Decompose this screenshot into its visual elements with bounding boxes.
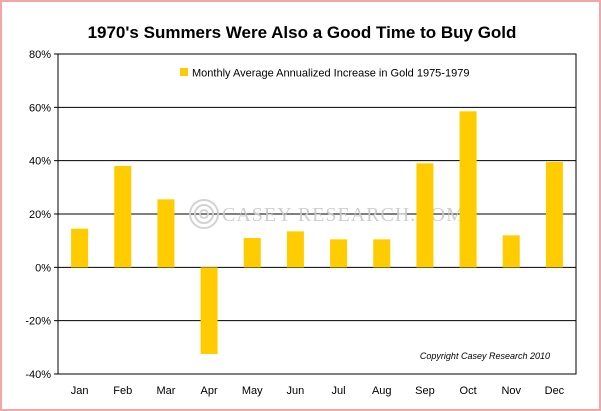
x-tick-label: Dec xyxy=(545,385,565,397)
x-tick-label: Apr xyxy=(201,385,218,397)
legend-swatch xyxy=(180,68,188,76)
bar xyxy=(330,239,348,268)
bars xyxy=(71,111,563,354)
x-tick-label: Sep xyxy=(415,385,435,397)
x-tick-label: Feb xyxy=(113,385,132,397)
y-tick-label: 80% xyxy=(29,49,51,61)
watermark-text: CASEY RESEARCH.COM xyxy=(222,204,465,226)
bar xyxy=(157,199,175,268)
bar xyxy=(502,235,520,268)
legend-label: Monthly Average Annualized Increase in G… xyxy=(192,68,469,80)
y-tick-label: 20% xyxy=(29,209,51,221)
bar xyxy=(416,163,434,268)
x-tick-label: May xyxy=(242,385,263,397)
x-tick-label: Nov xyxy=(501,385,521,397)
y-tick-label: -40% xyxy=(25,369,51,381)
copyright-note: Copyright Casey Research 2010 xyxy=(420,351,550,361)
x-tick-label: Mar xyxy=(156,385,175,397)
bar xyxy=(373,239,391,268)
y-axis-ticks: 80% 60% 40% 20% 0% -20% -40% xyxy=(25,49,58,381)
watermark-logo-icon xyxy=(189,199,219,229)
y-tick-label: 60% xyxy=(29,102,51,114)
bar xyxy=(114,166,132,268)
x-tick-label: Jan xyxy=(71,385,89,397)
y-tick-label: -20% xyxy=(25,316,51,328)
x-tick-label: Aug xyxy=(372,385,392,397)
bar xyxy=(243,238,261,268)
bar xyxy=(71,228,89,268)
y-tick-label: 40% xyxy=(29,156,51,168)
x-tick-label: Oct xyxy=(460,385,477,397)
chart-title: 1970's Summers Were Also a Good Time to … xyxy=(88,23,517,42)
bar xyxy=(545,162,563,268)
x-axis-ticks: Jan Feb Mar Apr May Jun Jul Aug Sep Oct Nov Dec xyxy=(71,385,565,397)
y-tick-label: 0% xyxy=(35,262,51,274)
gridlines xyxy=(58,106,576,322)
x-tick-label: Jul xyxy=(332,385,346,397)
bar xyxy=(286,231,304,268)
watermark-logo-core-icon xyxy=(199,209,209,219)
x-tick-label: Jun xyxy=(287,385,305,397)
watermark-logo-inner-icon xyxy=(194,204,214,224)
legend: Monthly Average Annualized Increase in G… xyxy=(180,68,469,80)
watermark: CASEY RESEARCH.COM xyxy=(189,199,465,229)
bar xyxy=(459,111,477,268)
bar xyxy=(200,267,218,354)
